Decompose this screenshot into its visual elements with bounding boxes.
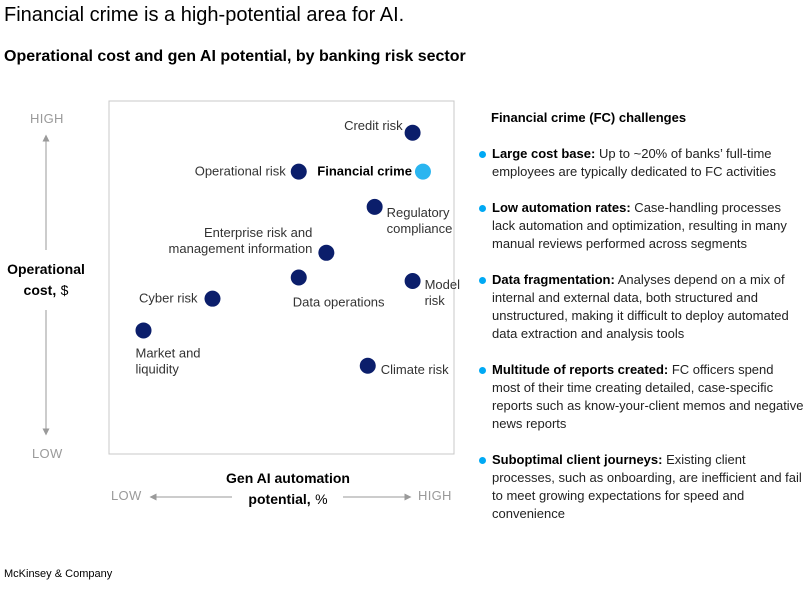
x-axis-title: Gen AI automation potential, % (200, 468, 376, 510)
plot-frame (108, 100, 455, 455)
challenge-text: Existing client processes, such as onboa… (492, 452, 802, 521)
data-point-market-and-liquidity (135, 322, 152, 339)
data-point-financial-crime (414, 163, 431, 180)
x-axis-low-label: LOW (111, 488, 142, 503)
data-label: Cyber risk (139, 291, 198, 306)
y-axis-low-label: LOW (32, 446, 63, 461)
challenge-text: Case-handling processes lack automation … (492, 200, 787, 251)
data-label: Credit risk (344, 118, 403, 133)
data-point-cyber-risk (204, 290, 221, 307)
data-label: Operational risk (195, 164, 287, 179)
chart-subtitle: Operational cost and gen AI potential, b… (4, 48, 466, 65)
data-label: Financial crime (317, 164, 412, 179)
challenge-heading: Low automation rates: (492, 200, 631, 215)
y-axis-title-main: Operational (7, 261, 85, 277)
bullet-dot (479, 151, 486, 158)
x-axis-title-line1: Gen AI automation (226, 470, 350, 486)
challenge-text: Up to ~20% of banks’ full-time employees… (492, 146, 776, 179)
data-point-climate-risk (359, 357, 376, 374)
challenge-heading: Suboptimal client journeys: (492, 452, 663, 467)
data-label: Enterprise risk and management informatio… (169, 225, 313, 256)
challenge-heading: Large cost base: (492, 146, 596, 161)
y-axis-title-bold: cost, (23, 282, 57, 298)
data-point-operational-risk (290, 163, 307, 180)
challenge-item: Suboptimal client journeys: Existing cli… (479, 451, 805, 523)
y-axis-title-unit: $ (60, 282, 69, 298)
challenge-text: Analyses depend on a mix of internal and… (492, 272, 789, 341)
data-label: Model risk (425, 277, 461, 308)
scatter-points: Credit risk Financial crime Operational ri… (135, 118, 461, 377)
data-point-enterprise-risk-and-management-information (318, 244, 335, 261)
footer-brand: McKinsey & Company (4, 568, 113, 580)
data-point-model-risk (404, 273, 421, 290)
y-axis-title: Operational cost, $ (0, 259, 92, 301)
bullet-dot (479, 205, 486, 212)
challenge-text: FC officers spend most of their time cre… (492, 362, 804, 431)
panel-title: Financial crime (FC) challenges (491, 110, 687, 125)
challenge-item: Large cost base: Up to ~20% of banks’ fu… (479, 145, 805, 181)
data-label: Climate risk (381, 362, 449, 377)
x-axis-high-label: HIGH (418, 488, 452, 503)
challenge-heading: Multitude of reports created: (492, 362, 669, 377)
challenge-item: Low automation rates: Case-handling proc… (479, 199, 805, 253)
data-point-data-operations (290, 269, 307, 286)
challenge-heading: Data fragmentation: (492, 272, 615, 287)
x-axis-title-bold: potential, (248, 491, 311, 507)
data-point-regulatory-compliance (366, 198, 383, 215)
bullet-dot (479, 277, 486, 284)
chart-title: Financial crime is a high-potential area… (4, 4, 405, 26)
bullet-dot (479, 367, 486, 374)
challenge-item: Multitude of reports created: FC officer… (479, 361, 805, 433)
challenge-item: Data fragmentation: Analyses depend on a… (479, 271, 805, 343)
x-axis-title-unit: % (315, 491, 328, 507)
data-label: Regulatory compliance (387, 205, 453, 236)
data-label: Market and liquidity (136, 345, 201, 376)
bullet-dot (479, 457, 486, 464)
data-point-credit-risk (404, 124, 421, 141)
y-axis-high-label: HIGH (30, 111, 64, 126)
data-label: Data operations (293, 295, 385, 310)
